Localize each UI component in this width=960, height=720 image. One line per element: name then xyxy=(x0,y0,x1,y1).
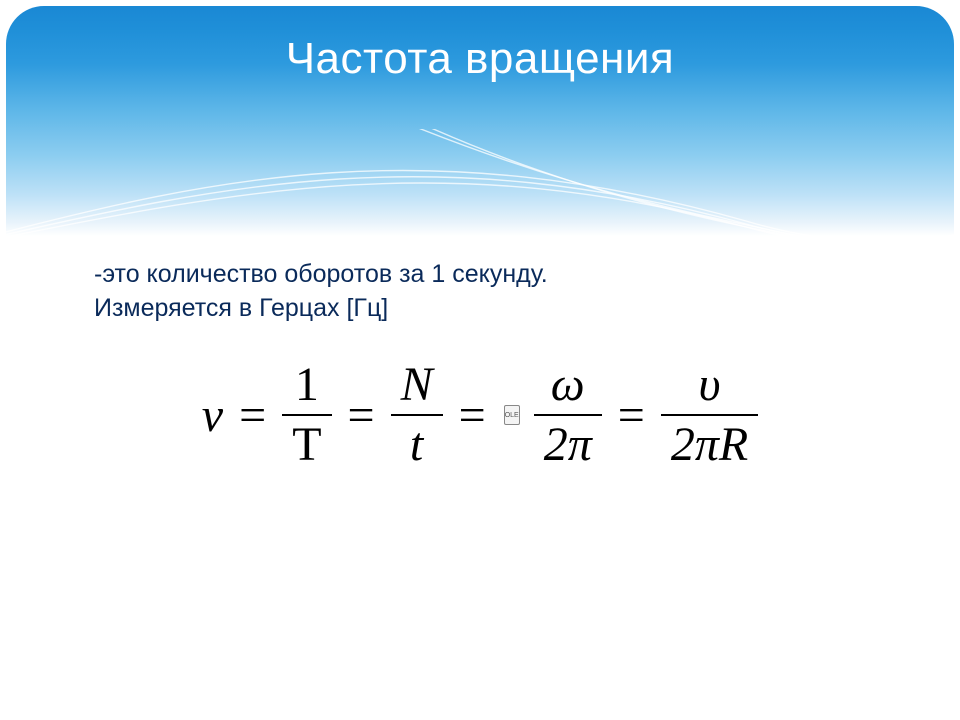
formula-num-2: ω xyxy=(541,360,595,410)
formula-bar-2 xyxy=(534,414,602,416)
formula-bar-3 xyxy=(661,414,758,416)
ole-placeholder-icon: OLE xyxy=(504,405,520,425)
formula-frac-0: 1T xyxy=(282,360,331,471)
formula-eq: = xyxy=(344,388,379,443)
formula-den-2: 2π xyxy=(534,420,602,470)
formula-den-1: t xyxy=(400,420,433,470)
slide-title: Частота вращения xyxy=(6,34,954,84)
formula-frac-2: ω 2π xyxy=(534,360,602,471)
definition-block: -это количество оборотов за 1 секунду. И… xyxy=(94,258,866,326)
formula-frac-3: υ 2πR xyxy=(661,360,758,471)
formula-den-3: 2πR xyxy=(661,420,758,470)
header-band: Частота вращения xyxy=(6,6,954,236)
formula-bar-0 xyxy=(282,414,331,416)
formula-num-1: N xyxy=(391,360,443,410)
formula-frac-1: Nt xyxy=(391,360,443,471)
formula-container: ν=1T=Nt=OLEω2π=υ2πR xyxy=(0,360,960,471)
formula-den-0: T xyxy=(282,420,331,470)
formula: ν=1T=Nt=OLEω2π=υ2πR xyxy=(202,360,758,471)
formula-lhs: ν xyxy=(202,388,223,443)
slide-root: Частота вращения -это количество оборото… xyxy=(0,0,960,720)
formula-eq: = xyxy=(455,388,490,443)
formula-eq: = xyxy=(614,388,649,443)
swoosh-decoration xyxy=(6,129,954,236)
definition-line-2: Измеряется в Герцах [Гц] xyxy=(94,292,866,326)
formula-eq: = xyxy=(235,388,270,443)
formula-num-3: υ xyxy=(688,360,730,410)
formula-num-0: 1 xyxy=(285,360,329,410)
formula-bar-1 xyxy=(391,414,443,416)
definition-line-1: -это количество оборотов за 1 секунду. xyxy=(94,258,866,292)
